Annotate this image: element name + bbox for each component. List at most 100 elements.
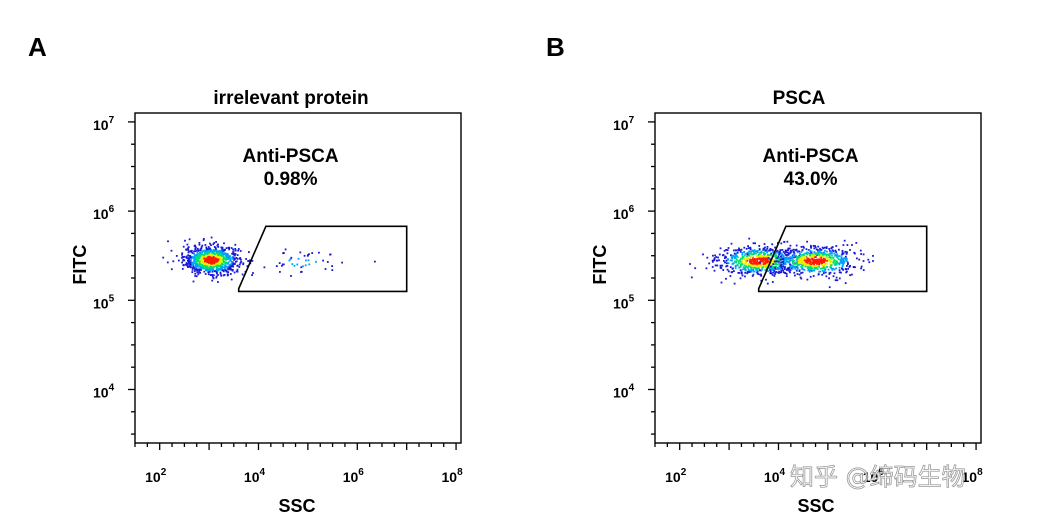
- event-point-0: [237, 249, 239, 252]
- event-point-1: [811, 259, 814, 261]
- event-point-0: [779, 249, 782, 252]
- event-point-1: [832, 261, 835, 264]
- event-point-0: [708, 262, 711, 265]
- event-point-0: [746, 271, 749, 274]
- event-point-0: [194, 244, 196, 247]
- event-point-0: [723, 260, 725, 262]
- event-point-0: [185, 256, 188, 258]
- event-point-1: [833, 260, 836, 263]
- event-point-0: [735, 261, 738, 263]
- event-point-0: [212, 261, 215, 263]
- event-point-0: [763, 243, 766, 245]
- event-point-0: [752, 258, 754, 261]
- event-point-1: [842, 259, 845, 262]
- event-point-0: [197, 273, 200, 276]
- event-point-0: [237, 248, 240, 250]
- event-point-1: [860, 253, 862, 255]
- event-point-1: [822, 256, 825, 259]
- event-point-0: [753, 258, 756, 260]
- event-point-0: [719, 247, 722, 250]
- event-point-0: [217, 262, 220, 265]
- event-point-1: [787, 247, 790, 250]
- event-point-1: [815, 248, 818, 251]
- event-point-1: [825, 256, 827, 259]
- chart-title: PSCA: [773, 88, 826, 109]
- event-point-0: [225, 254, 228, 256]
- event-point-1: [300, 266, 303, 269]
- event-point-1: [769, 258, 771, 261]
- event-point-0: [749, 250, 752, 253]
- event-point-0: [741, 260, 744, 262]
- event-point-0: [213, 262, 215, 265]
- event-point-1: [817, 273, 820, 276]
- event-point-0: [763, 249, 766, 252]
- event-point-0: [739, 277, 742, 280]
- y-tick-label: 105: [613, 293, 635, 311]
- event-point-0: [230, 278, 233, 281]
- x-tick-label: 106: [863, 467, 885, 485]
- event-point-0: [208, 252, 211, 255]
- event-point-1: [836, 253, 839, 256]
- event-point-0: [236, 265, 239, 267]
- event-point-0: [193, 255, 196, 258]
- event-point-1: [834, 264, 837, 266]
- event-point-0: [212, 243, 215, 246]
- event-point-1: [821, 264, 824, 266]
- event-point-1: [801, 271, 804, 274]
- event-point-0: [211, 279, 214, 282]
- event-point-0: [188, 257, 190, 259]
- event-point-1: [291, 263, 294, 265]
- event-point-1: [801, 268, 803, 270]
- event-point-1: [801, 266, 804, 268]
- event-point-1: [827, 268, 830, 271]
- event-point-0: [756, 259, 759, 262]
- event-point-1: [834, 254, 836, 257]
- event-point-0: [726, 265, 729, 267]
- event-point-0: [713, 257, 716, 259]
- event-point-0: [214, 249, 216, 252]
- event-point-0: [772, 271, 774, 274]
- event-point-1: [819, 260, 822, 263]
- event-point-0: [769, 271, 772, 273]
- event-point-1: [788, 247, 791, 250]
- event-point-1: [290, 275, 292, 277]
- event-point-0: [789, 251, 792, 254]
- event-point-0: [229, 266, 231, 269]
- event-point-1: [746, 253, 749, 256]
- event-point-0: [788, 270, 791, 273]
- event-point-0: [188, 255, 191, 257]
- event-point-0: [729, 266, 732, 268]
- event-point-0: [215, 261, 218, 264]
- event-point-1: [818, 259, 820, 262]
- event-point-1: [807, 265, 809, 268]
- event-point-0: [712, 254, 714, 257]
- event-point-0: [219, 255, 221, 258]
- event-point-0: [201, 257, 204, 260]
- event-point-1: [308, 263, 311, 266]
- event-point-0: [251, 274, 253, 276]
- event-point-0: [198, 243, 201, 246]
- event-point-0: [739, 259, 741, 262]
- panel-letter-a: A: [28, 32, 47, 62]
- event-point-1: [307, 259, 310, 262]
- event-point-0: [774, 273, 776, 275]
- event-point-0: [217, 274, 219, 276]
- event-point-0: [191, 268, 194, 271]
- event-point-0: [725, 259, 728, 262]
- event-point-1: [823, 264, 826, 267]
- event-point-1: [835, 256, 838, 259]
- event-point-0: [778, 263, 780, 265]
- event-point-1: [329, 253, 331, 256]
- event-point-0: [756, 267, 759, 270]
- event-point-0: [760, 269, 762, 272]
- event-point-1: [821, 246, 824, 249]
- event-point-0: [758, 253, 761, 256]
- event-point-0: [201, 244, 204, 247]
- event-point-0: [199, 252, 202, 254]
- event-point-0: [750, 266, 753, 269]
- event-point-1: [833, 268, 836, 271]
- event-point-1: [799, 276, 802, 279]
- event-point-0: [759, 262, 762, 265]
- event-point-0: [206, 251, 209, 253]
- event-point-0: [750, 252, 752, 255]
